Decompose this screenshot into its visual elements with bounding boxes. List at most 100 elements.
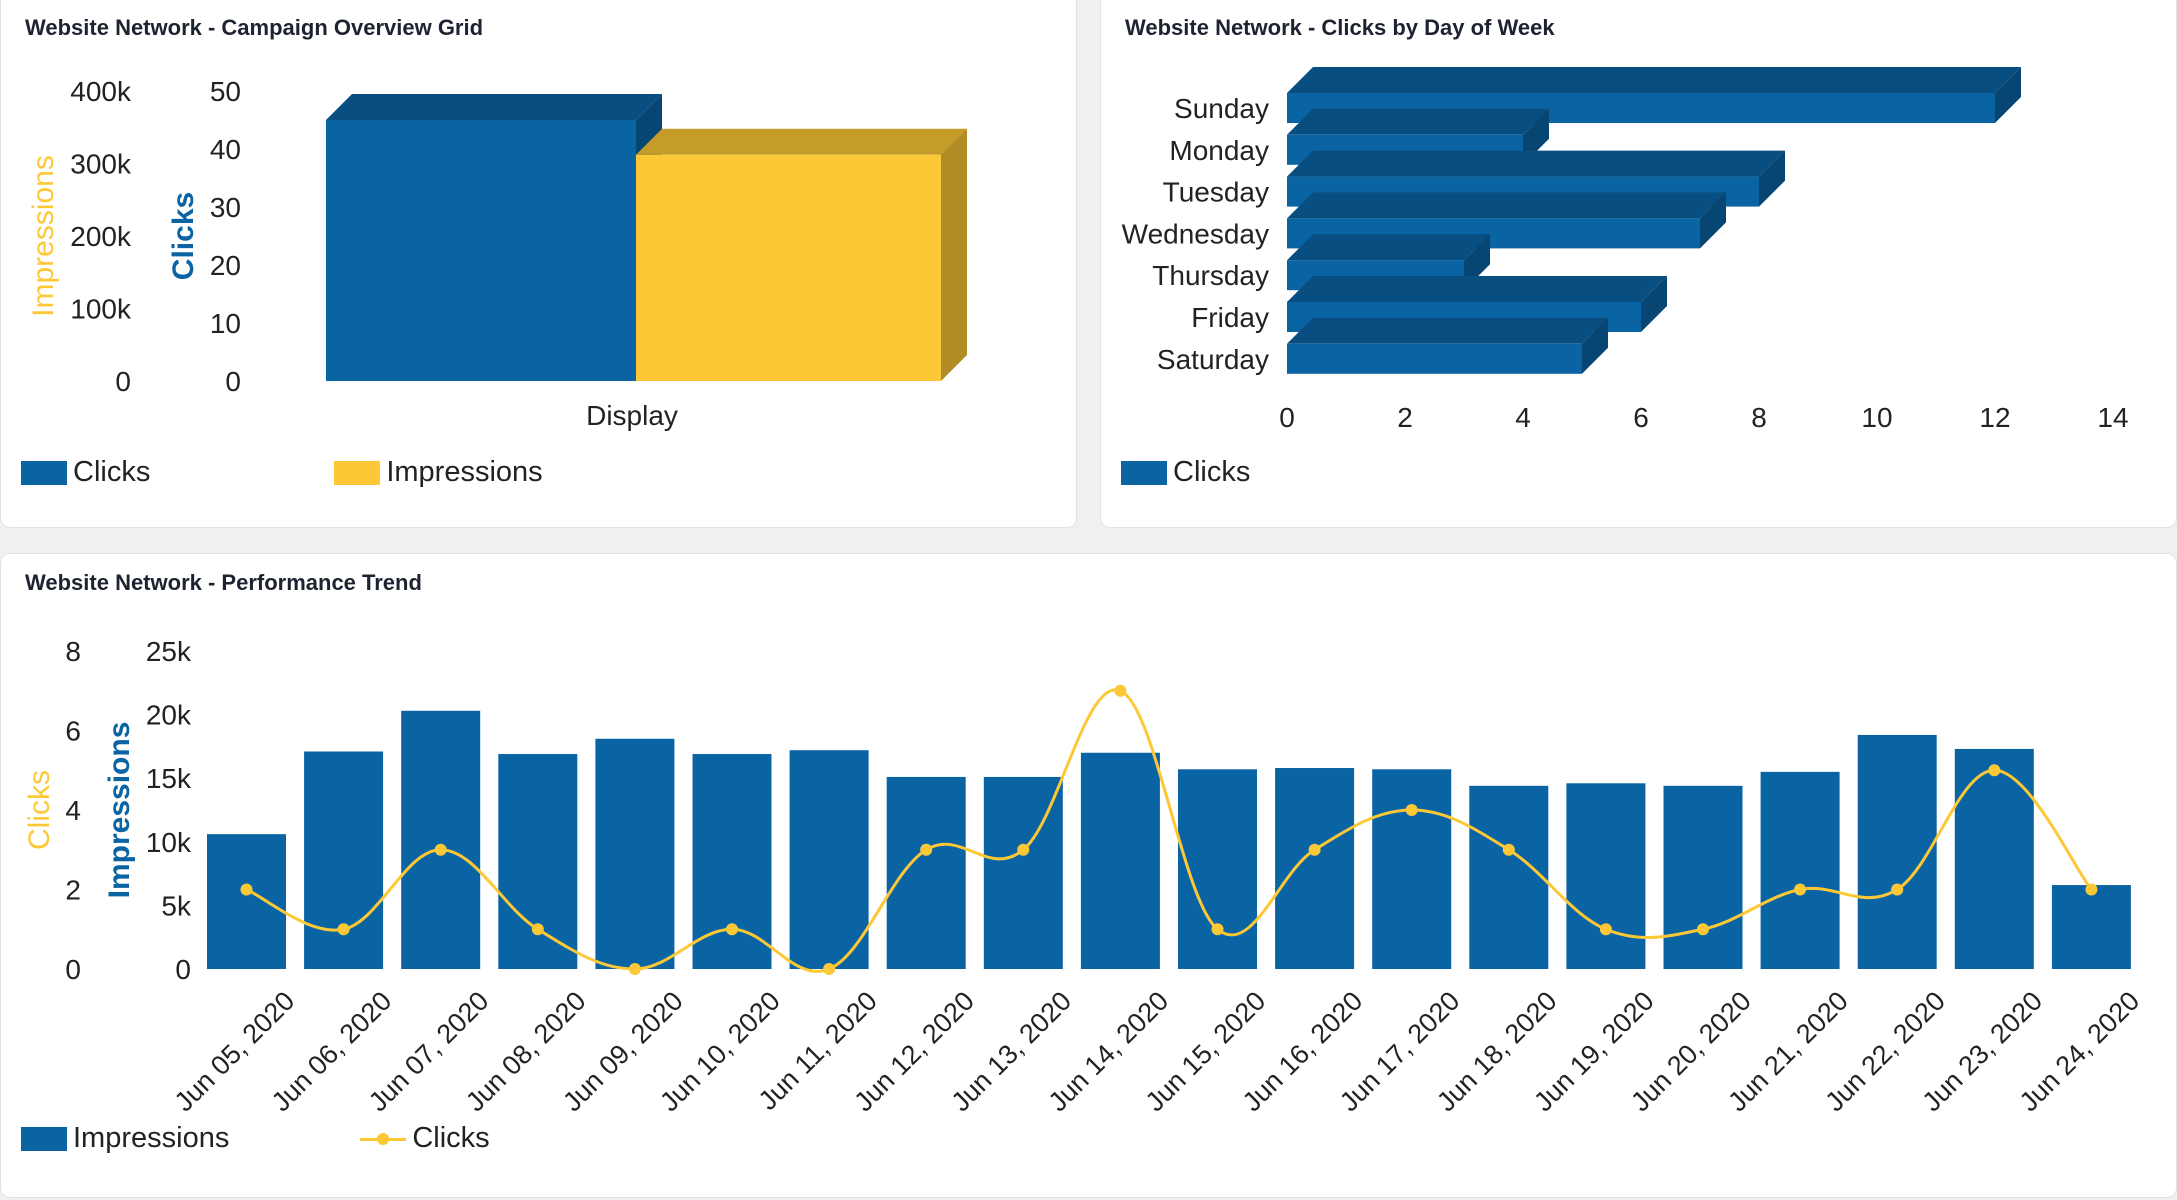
legend-swatch-clicks: [1121, 460, 1167, 485]
clicks-axis-tick: 40: [210, 134, 241, 165]
legend-swatch-impressions: [21, 1126, 67, 1151]
legend-label-impressions: Impressions: [73, 1122, 230, 1154]
clicks-point: [1988, 764, 2001, 777]
bar-impressions: [1469, 785, 1549, 969]
bar-clicks-display: [326, 94, 662, 381]
legend-swatch-clicks: [360, 1127, 407, 1151]
clicks-point: [434, 843, 447, 856]
chart-legend: Clicks: [1121, 456, 1250, 489]
bar-side-face: [1995, 67, 2021, 123]
performance-trend-panel: Website Network - Performance Trend 0 2 4 6…: [0, 553, 2177, 1198]
clicks-by-day-panel: Website Network - Clicks by Day of Week …: [1100, 0, 2177, 528]
bar-impressions: [886, 776, 966, 969]
impressions-axis-tick: 15k: [146, 763, 192, 794]
bar-clicks-wednesday: [1287, 192, 1726, 249]
legend-label-clicks: Clicks: [1173, 456, 1251, 488]
legend-swatch-impressions: [334, 460, 381, 485]
x-axis-tick: 0: [1279, 402, 1295, 433]
legend-swatch-clicks: [21, 460, 67, 485]
impressions-axis-tick: 0: [175, 954, 191, 985]
clicks-axis-tick: 0: [65, 954, 81, 985]
bar-impressions: [1178, 769, 1257, 969]
bar-impressions: [1760, 771, 1840, 969]
day-label: Saturday: [1157, 344, 1269, 375]
bar-side-face: [1582, 317, 1608, 374]
panel-title: Website Network - Performance Trend: [25, 570, 422, 595]
clicks-point: [1114, 684, 1127, 697]
bar-impressions: [595, 738, 675, 969]
legend-label-impressions: Impressions: [386, 456, 543, 488]
clicks-axis-tick: 4: [65, 795, 81, 826]
bar-impressions: [1372, 769, 1452, 969]
clicks-point: [1891, 883, 1904, 896]
bar-impressions: [1080, 752, 1160, 969]
x-axis-tick: 6: [1633, 402, 1649, 433]
day-label: Monday: [1169, 135, 1269, 166]
impressions-axis-tick: 100k: [70, 294, 132, 325]
clicks-point: [1308, 843, 1321, 856]
bar-impressions: [789, 750, 869, 969]
impressions-axis-tick: 20k: [146, 700, 192, 731]
impressions-axis-tick: 400k: [70, 76, 132, 107]
clicks-axis-tick: 8: [65, 636, 81, 667]
clicks-axis-label: Clicks: [23, 770, 56, 850]
impressions-axis-tick: 10k: [146, 827, 192, 858]
x-axis-tick: 2: [1397, 402, 1413, 433]
impressions-axis-label: Impressions: [103, 722, 136, 899]
bar-impressions: [1663, 785, 1743, 969]
legend-item-impressions[interactable]: Impressions: [21, 1122, 229, 1155]
clicks-point: [1405, 804, 1418, 816]
impressions-axis-tick: 5k: [161, 890, 192, 921]
panel-title: Website Network - Clicks by Day of Week: [1125, 15, 1555, 40]
clicks-by-day-chart: Sunday Monday Tuesday Wednesday Thursday Frid…: [1122, 67, 2129, 433]
day-label: Sunday: [1174, 93, 1269, 124]
x-axis-tick: 14: [2097, 402, 2128, 433]
clicks-point: [823, 963, 836, 975]
clicks-axis-tick: 0: [225, 366, 241, 397]
impressions-axis-tick: 200k: [70, 221, 132, 252]
clicks-point: [1697, 923, 1709, 936]
clicks-point: [920, 843, 933, 856]
clicks-point: [240, 883, 253, 896]
legend-label-clicks: Clicks: [412, 1122, 490, 1154]
clicks-point: [2085, 883, 2098, 896]
bar-impressions: [2051, 885, 2131, 969]
clicks-point: [628, 963, 641, 975]
day-label: Thursday: [1152, 260, 1269, 291]
bar-impressions: [401, 710, 481, 969]
clicks-axis-tick: 2: [65, 875, 81, 906]
clicks-point: [1017, 843, 1030, 856]
bar-top-face: [326, 94, 662, 120]
bar-top-face: [1287, 150, 1785, 177]
bar-front-face: [636, 154, 941, 381]
clicks-point: [726, 923, 738, 936]
bar-front-face: [1287, 343, 1582, 374]
campaign-overview-panel: Website Network - Campaign Overview Grid…: [0, 0, 1077, 528]
clicks-point: [1502, 843, 1515, 856]
clicks-point: [1599, 923, 1612, 936]
clicks-axis-tick: 6: [65, 716, 81, 747]
clicks-point: [1211, 923, 1224, 936]
x-axis-tick: 12: [1979, 402, 2010, 433]
impressions-axis-tick: 25k: [146, 636, 192, 667]
bar-top-face: [636, 128, 967, 155]
bar-side-face: [1759, 150, 1785, 207]
day-label: Tuesday: [1163, 177, 1269, 208]
bar-impressions-display: [636, 128, 967, 381]
bar-top-face: [1287, 67, 2021, 93]
bar-impressions: [207, 834, 286, 969]
legend-item-impressions[interactable]: Impressions: [334, 456, 543, 489]
legend-item-clicks[interactable]: Clicks: [21, 456, 150, 489]
x-axis-tick: 8: [1751, 402, 1767, 433]
legend-item-clicks[interactable]: Clicks: [1121, 456, 1250, 489]
clicks-point: [337, 923, 350, 936]
category-label: Display: [586, 400, 678, 431]
legend-item-clicks[interactable]: Clicks: [360, 1122, 490, 1155]
bar-front-face: [326, 120, 636, 381]
bar-clicks-saturday: [1287, 317, 1608, 374]
clicks-point: [531, 923, 544, 936]
bar-impressions: [1954, 748, 2034, 969]
bar-top-face: [1287, 192, 1726, 219]
clicks-axis-tick: 30: [210, 192, 241, 223]
